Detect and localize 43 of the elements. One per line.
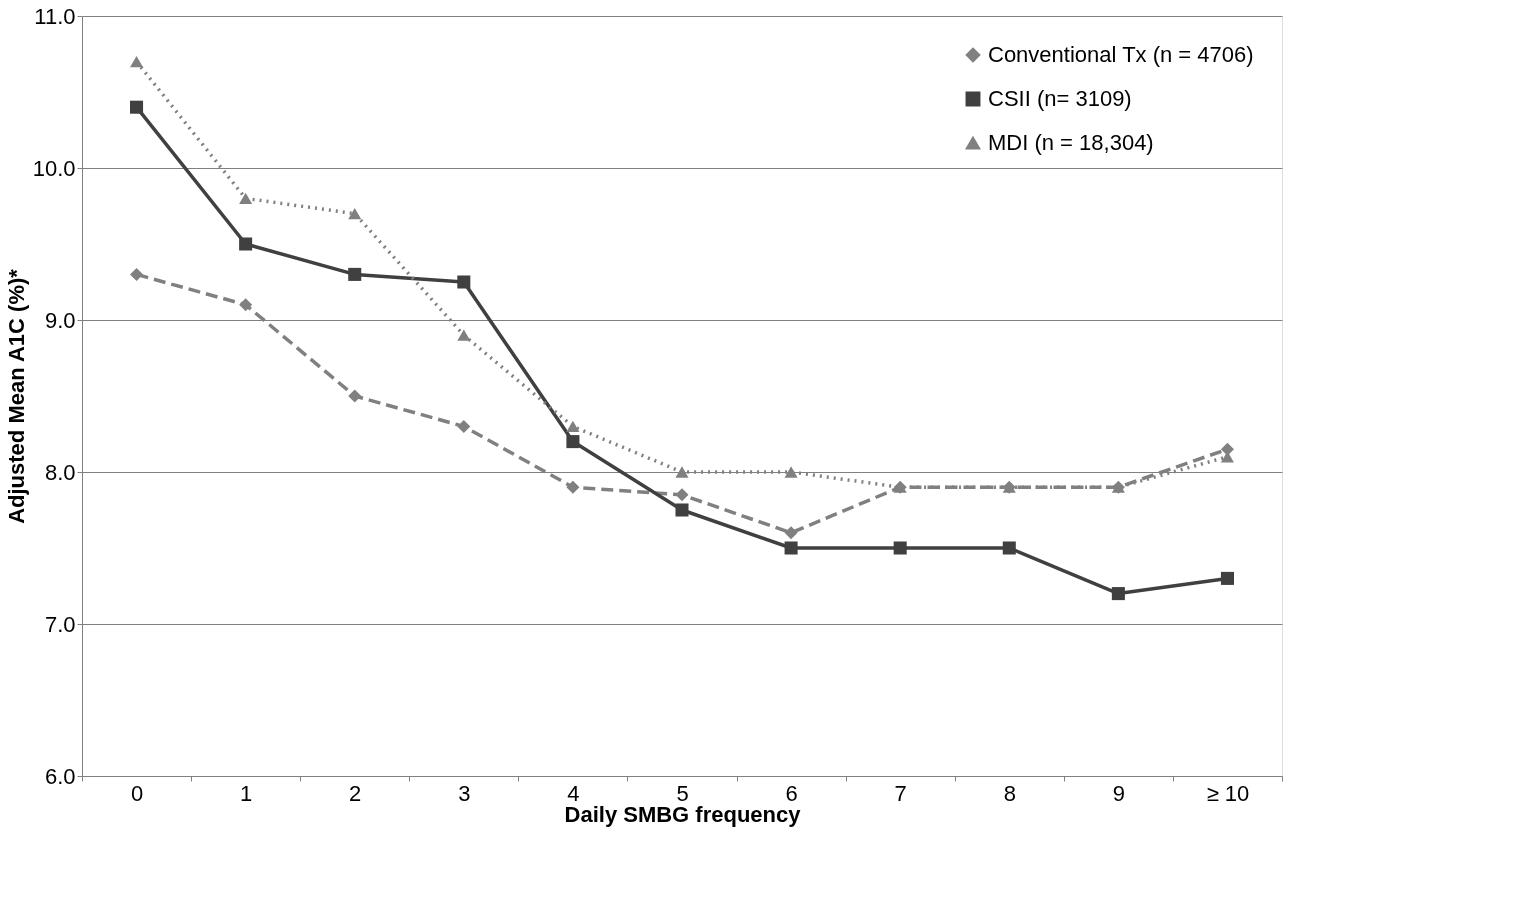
point xyxy=(784,541,798,555)
point xyxy=(239,237,253,251)
point xyxy=(348,267,362,281)
y-tick-label: 8.0 xyxy=(44,459,76,485)
x-tick-label: 9 xyxy=(1112,780,1125,806)
point xyxy=(239,298,253,312)
point xyxy=(457,275,471,289)
y-axis-title: Adjusted Mean A1C (%)* xyxy=(3,268,29,524)
y-tick-label: 9.0 xyxy=(44,307,76,333)
point xyxy=(675,503,689,517)
legend-label: MDI (n = 18,304) xyxy=(988,130,1154,155)
point xyxy=(893,541,907,555)
y-tick-label: 7.0 xyxy=(44,611,76,637)
x-tick-label: 2 xyxy=(349,780,362,806)
point xyxy=(130,267,144,281)
point xyxy=(566,435,580,449)
x-tick-label: 8 xyxy=(1003,780,1016,806)
point xyxy=(239,192,253,205)
legend-label: CSII (n= 3109) xyxy=(988,86,1132,111)
point xyxy=(566,480,580,494)
point xyxy=(130,100,144,114)
point xyxy=(457,419,471,433)
point xyxy=(1002,541,1016,555)
x-tick-label: 1 xyxy=(240,780,253,806)
x-tick-label: ≥ 10 xyxy=(1206,780,1250,806)
x-tick-label: 7 xyxy=(894,780,907,806)
point xyxy=(1220,571,1234,585)
x-tick-label: 3 xyxy=(458,780,471,806)
y-tick-label: 10.0 xyxy=(32,155,76,181)
legend-label: Conventional Tx (n = 4706) xyxy=(988,42,1254,67)
x-tick-label: 0 xyxy=(130,780,144,806)
point xyxy=(130,55,144,68)
point xyxy=(566,420,580,433)
point xyxy=(457,329,471,341)
point xyxy=(784,466,798,478)
point xyxy=(348,389,362,403)
point xyxy=(675,466,689,478)
point xyxy=(348,207,362,220)
point xyxy=(675,488,689,502)
y-tick-label: 6.0 xyxy=(44,763,76,789)
point xyxy=(1111,587,1125,601)
point xyxy=(784,526,798,540)
y-tick-label: 11.0 xyxy=(34,3,76,29)
